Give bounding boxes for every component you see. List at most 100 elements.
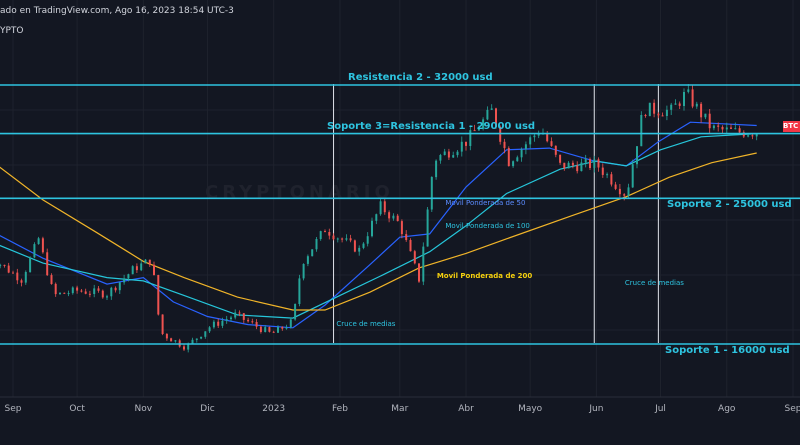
candle-body xyxy=(161,314,164,334)
candle-body xyxy=(627,187,630,196)
x-tick-label: Feb xyxy=(331,404,348,414)
candle-body xyxy=(447,151,450,158)
candle-body xyxy=(597,159,600,168)
candle-body xyxy=(734,128,737,130)
candle-body xyxy=(413,251,416,264)
x-tick-label: Abr xyxy=(458,404,474,414)
candle-body xyxy=(665,109,668,116)
candle-body xyxy=(700,103,703,118)
level-label: Soporte 2 - 25000 usd xyxy=(667,199,792,211)
candle-body xyxy=(524,144,527,150)
candle-body xyxy=(631,164,634,188)
chart-annotation: Movil Ponderada de 200 xyxy=(436,272,533,280)
candle-body xyxy=(738,128,741,133)
candle-body xyxy=(37,238,40,245)
candle-body xyxy=(123,278,126,283)
x-tick-label: Sep xyxy=(4,404,22,414)
candle-body xyxy=(640,115,643,147)
ma200-line[interactable] xyxy=(0,152,757,311)
candle-body xyxy=(289,319,292,328)
candle-body xyxy=(225,319,228,321)
candle-body xyxy=(0,264,2,266)
candle-body xyxy=(63,292,66,294)
candle-body xyxy=(503,141,506,149)
candle-body xyxy=(84,291,87,294)
candle-body xyxy=(657,113,660,116)
candle-body xyxy=(238,312,241,314)
candle-body xyxy=(653,102,656,114)
candle-body xyxy=(328,232,331,236)
candle-body xyxy=(183,346,185,350)
candle-body xyxy=(482,119,485,129)
candle-body xyxy=(358,247,361,252)
candle-body xyxy=(298,278,301,304)
candle-body xyxy=(127,274,130,279)
candle-body xyxy=(636,146,638,165)
candle-body xyxy=(140,263,143,271)
candle-body xyxy=(264,327,267,332)
candle-body xyxy=(24,272,27,283)
ma50-line[interactable] xyxy=(0,121,757,329)
candle-body xyxy=(712,125,715,129)
candle-body xyxy=(516,157,519,162)
candle-body xyxy=(490,108,493,110)
level-label: Soporte 1 - 16000 usd xyxy=(665,345,790,356)
candle-body xyxy=(567,162,570,169)
candle-body xyxy=(46,252,49,276)
candle-body xyxy=(554,145,557,155)
candle-body xyxy=(174,340,177,342)
candle-body xyxy=(383,201,386,213)
x-tick-label: Ago xyxy=(718,404,736,414)
candle-body xyxy=(576,165,579,172)
ma100-line[interactable] xyxy=(0,133,757,319)
candle-body xyxy=(302,264,305,279)
candle-body xyxy=(114,287,117,291)
candle-body xyxy=(379,201,382,215)
candle-body xyxy=(135,266,138,271)
level-line-layer[interactable] xyxy=(0,84,800,345)
candle-body xyxy=(281,326,284,329)
candle-body xyxy=(537,134,540,136)
candle-body xyxy=(751,135,754,137)
candle-body xyxy=(371,220,373,237)
candle-body xyxy=(546,133,549,142)
candle-body xyxy=(443,151,446,155)
candle-body xyxy=(311,249,314,257)
candle-body xyxy=(426,209,429,247)
candle-body xyxy=(170,338,173,342)
candle-body xyxy=(80,290,83,292)
candle-body xyxy=(430,177,433,210)
candle-body xyxy=(418,263,420,282)
candle-body xyxy=(341,238,344,240)
candle-body xyxy=(67,293,70,295)
candle-body xyxy=(294,304,297,320)
candle-body xyxy=(409,240,412,252)
moving-average-layer xyxy=(0,121,757,329)
candle-body xyxy=(678,103,681,106)
candle-body xyxy=(730,127,732,129)
candle-body xyxy=(618,188,621,195)
candle-body xyxy=(319,231,322,239)
candle-body xyxy=(230,317,232,320)
candle-body xyxy=(242,313,245,320)
candle-body xyxy=(473,130,476,132)
candle-body xyxy=(529,137,532,145)
candle-body xyxy=(755,134,758,137)
candle-body xyxy=(315,239,318,250)
price-tag-badge[interactable]: BTC xyxy=(783,121,800,132)
candle-body xyxy=(644,115,647,116)
candle-body xyxy=(469,130,472,146)
candle-body xyxy=(533,135,536,138)
candle-body xyxy=(400,221,403,235)
candle-body xyxy=(336,238,339,240)
candle-body xyxy=(16,272,19,281)
chart-annotation: Cruce de medias xyxy=(336,320,396,328)
candle-body xyxy=(648,102,651,117)
watermark-text: CRYPTONARIO xyxy=(205,182,394,203)
candle-body xyxy=(204,331,207,337)
candle-body xyxy=(153,264,155,275)
candle-body xyxy=(435,160,438,178)
candle-body xyxy=(50,275,53,284)
candle-body xyxy=(345,238,348,240)
